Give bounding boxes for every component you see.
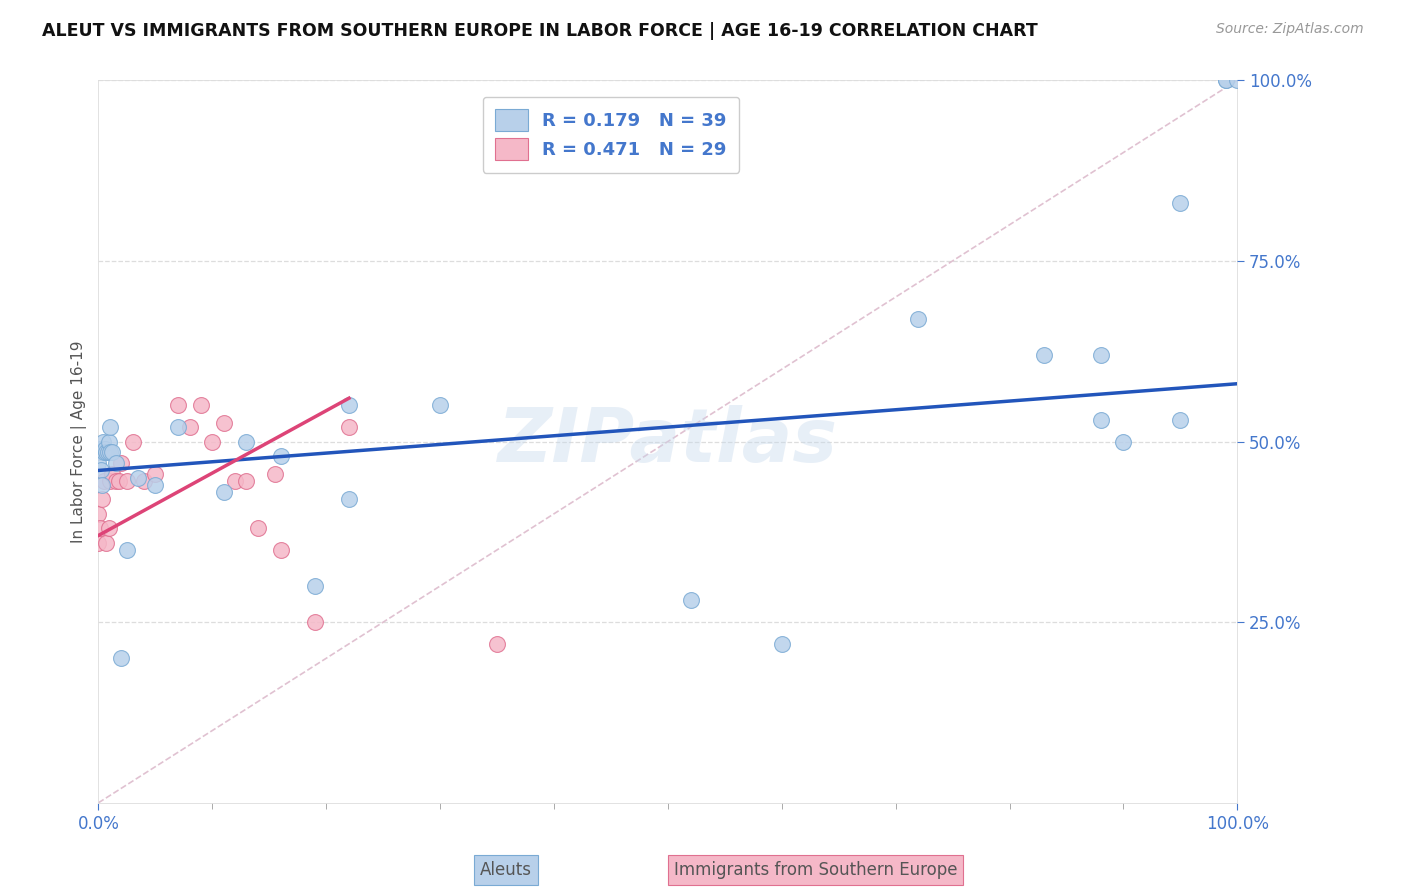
Point — [115, 475, 138, 489]
Point — [304, 615, 326, 630]
Legend: R = 0.179   N = 39, R = 0.471   N = 29: R = 0.179 N = 39, R = 0.471 N = 29 — [482, 96, 740, 173]
Point — [770, 637, 793, 651]
Point — [104, 456, 127, 470]
Point — [235, 475, 257, 489]
Point — [98, 475, 121, 489]
Point — [132, 475, 155, 489]
Point — [145, 478, 167, 492]
Point — [101, 445, 124, 459]
Point — [93, 445, 115, 459]
Y-axis label: In Labor Force | Age 16-19: In Labor Force | Age 16-19 — [72, 340, 87, 543]
Point — [337, 420, 360, 434]
Point — [1215, 73, 1237, 87]
Point — [115, 542, 138, 557]
Point — [1090, 413, 1112, 427]
Point — [121, 434, 143, 449]
Point — [101, 467, 124, 481]
Point — [110, 651, 132, 665]
Text: Source: ZipAtlas.com: Source: ZipAtlas.com — [1216, 22, 1364, 37]
Point — [87, 535, 110, 549]
Point — [167, 398, 190, 412]
Point — [87, 507, 110, 521]
Point — [270, 449, 292, 463]
Point — [337, 492, 360, 507]
Text: Immigrants from Southern Europe: Immigrants from Southern Europe — [673, 861, 957, 879]
Point — [97, 521, 120, 535]
Point — [110, 456, 132, 470]
Point — [127, 470, 149, 484]
Point — [167, 420, 190, 434]
Point — [90, 492, 112, 507]
Text: ZIPatlas: ZIPatlas — [498, 405, 838, 478]
Point — [96, 535, 118, 549]
Point — [104, 475, 127, 489]
Point — [91, 434, 114, 449]
Point — [108, 475, 131, 489]
Point — [87, 456, 110, 470]
Text: ALEUT VS IMMIGRANTS FROM SOUTHERN EUROPE IN LABOR FORCE | AGE 16-19 CORRELATION : ALEUT VS IMMIGRANTS FROM SOUTHERN EUROPE… — [42, 22, 1038, 40]
Point — [89, 442, 111, 456]
Point — [429, 398, 451, 412]
Point — [235, 434, 257, 449]
Point — [1090, 348, 1112, 362]
Point — [96, 445, 118, 459]
Point — [97, 434, 120, 449]
Point — [1226, 73, 1249, 87]
Point — [179, 420, 201, 434]
Point — [89, 521, 111, 535]
Point — [679, 593, 702, 607]
Point — [87, 445, 110, 459]
Point — [94, 442, 117, 456]
Point — [90, 478, 112, 492]
Point — [486, 637, 509, 651]
Text: Aleuts: Aleuts — [481, 861, 531, 879]
Point — [337, 398, 360, 412]
Point — [1112, 434, 1135, 449]
Point — [145, 467, 167, 481]
Point — [96, 445, 118, 459]
Point — [224, 475, 246, 489]
Point — [98, 445, 121, 459]
Point — [201, 434, 224, 449]
Point — [1032, 348, 1054, 362]
Point — [264, 467, 287, 481]
Point — [90, 463, 112, 477]
Point — [270, 542, 292, 557]
Point — [1215, 73, 1237, 87]
Point — [212, 485, 235, 500]
Point — [246, 521, 269, 535]
Point — [93, 475, 115, 489]
Point — [212, 417, 235, 431]
Point — [1170, 196, 1192, 211]
Point — [1170, 413, 1192, 427]
Point — [190, 398, 212, 412]
Point — [907, 311, 929, 326]
Point — [98, 420, 121, 434]
Point — [304, 579, 326, 593]
